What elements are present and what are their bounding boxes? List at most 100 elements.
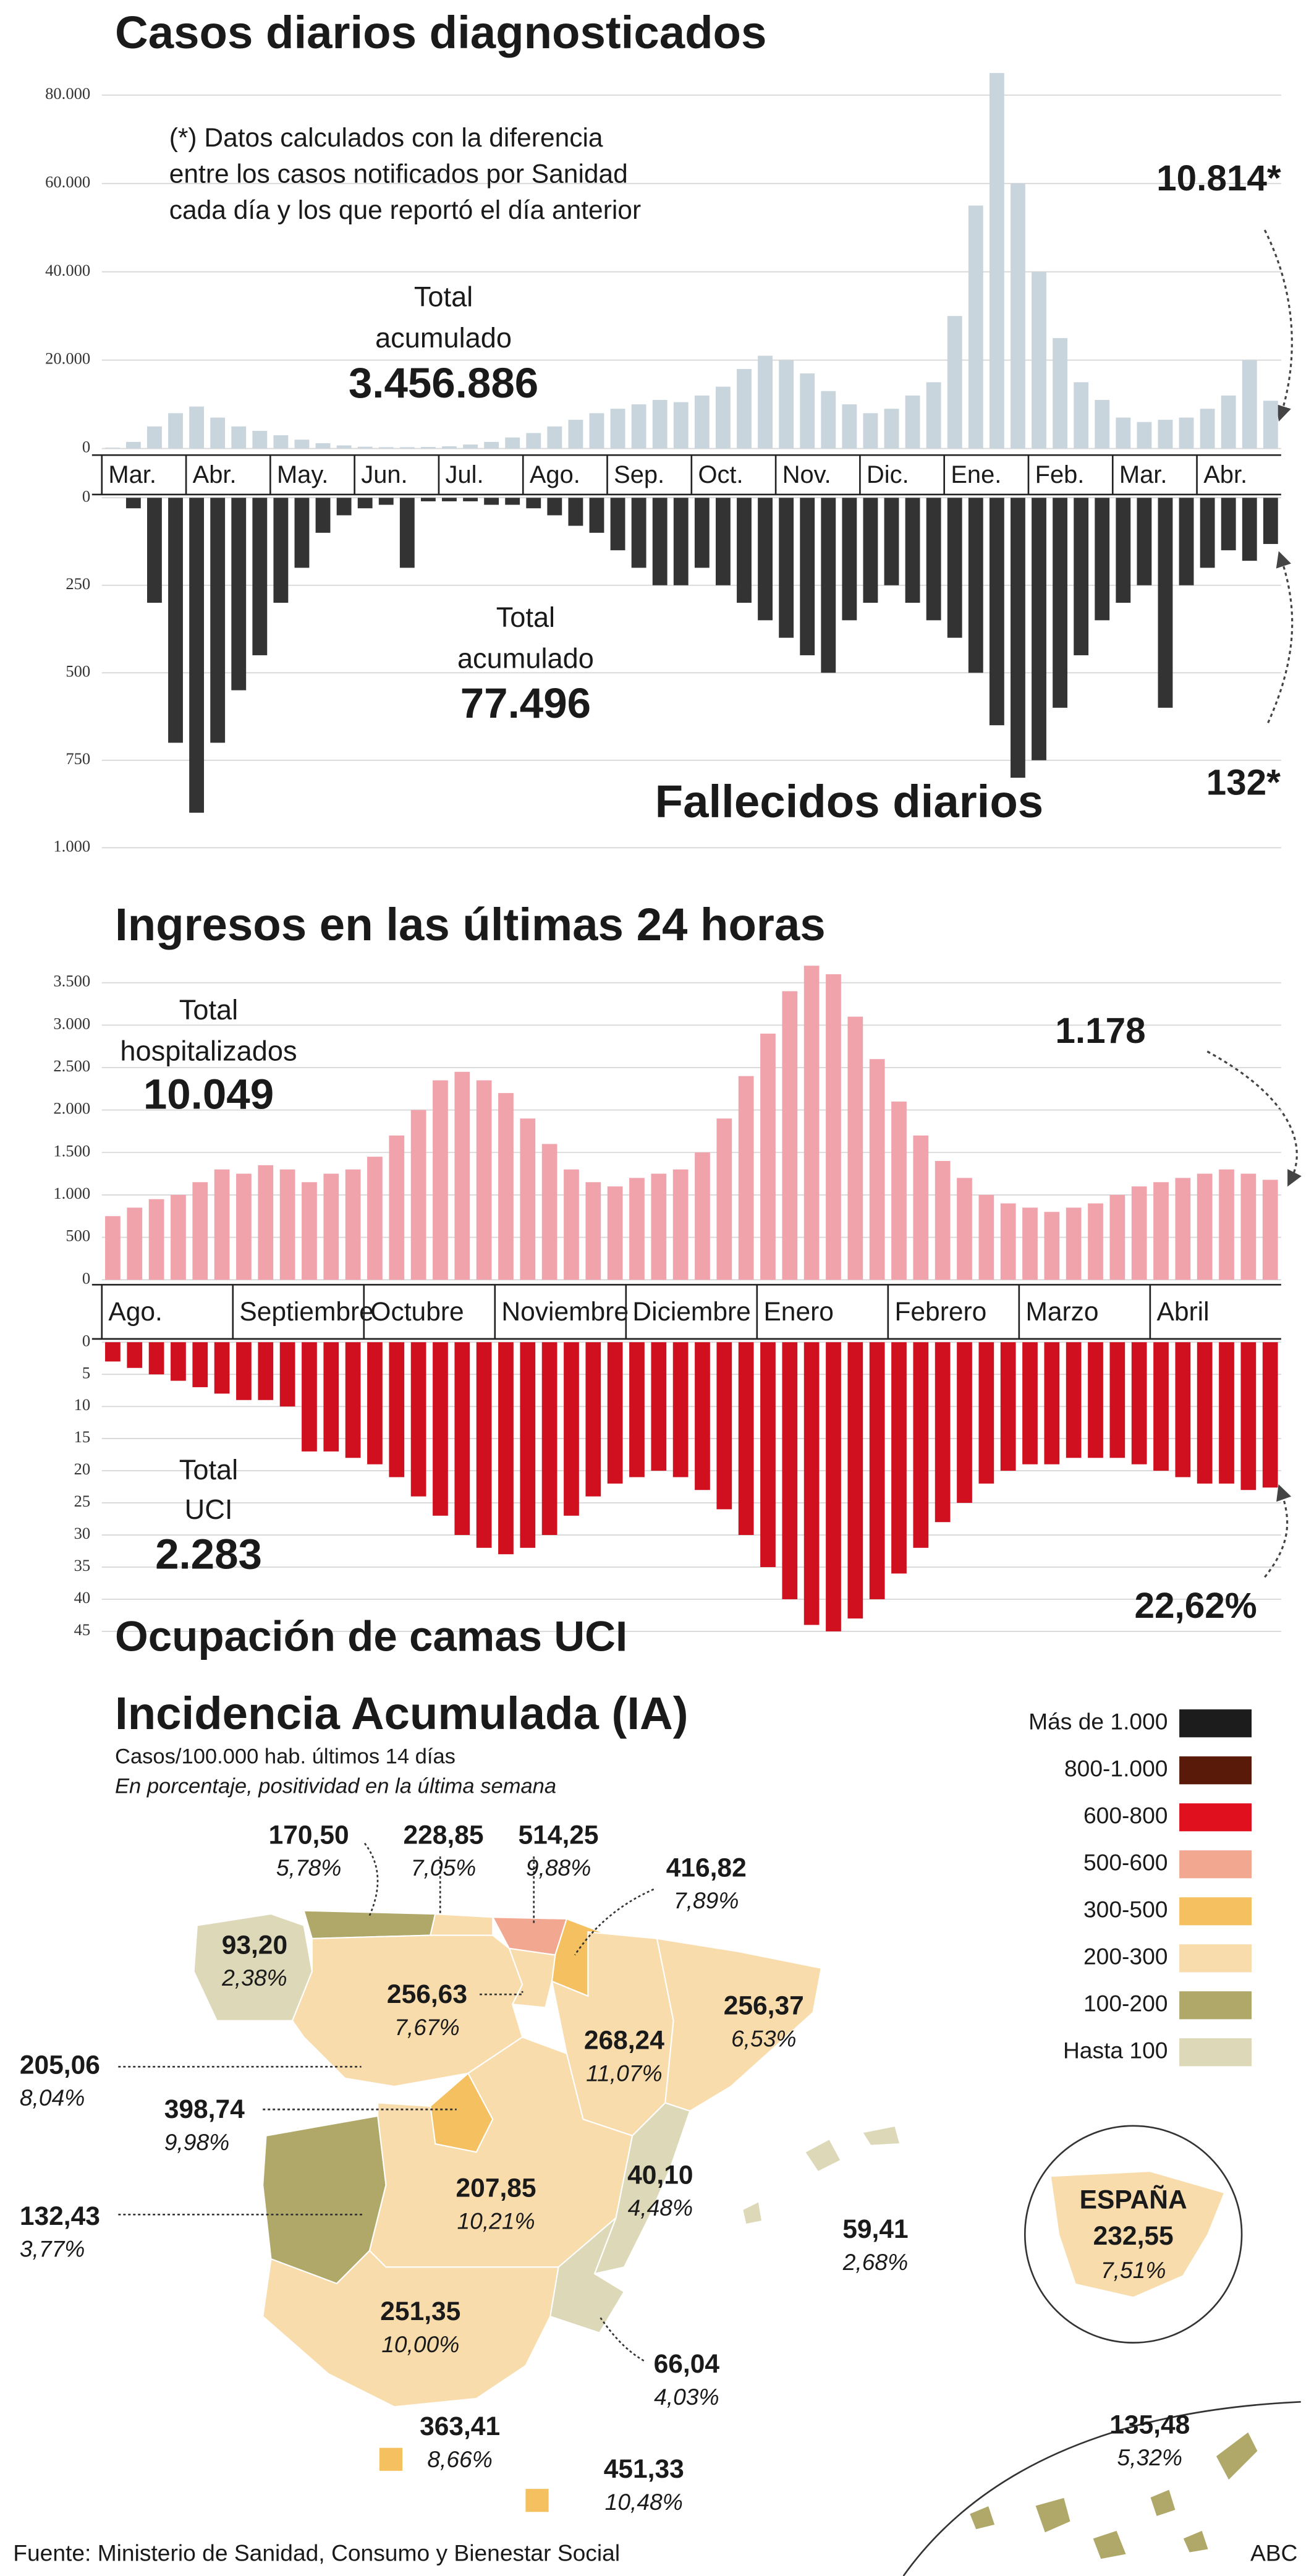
x-tick-label: Sep. <box>614 461 664 488</box>
region-positivity: 7,67% <box>394 2014 459 2040</box>
bar <box>1109 1194 1125 1280</box>
y-tick-label: 30 <box>74 1524 91 1542</box>
region <box>1091 2529 1128 2561</box>
bar <box>905 498 920 603</box>
annotation: acumulado <box>457 642 594 674</box>
bar <box>463 444 478 449</box>
bar <box>869 1059 885 1280</box>
bar <box>505 437 520 449</box>
region-value: 132,43 <box>20 2202 100 2231</box>
bar <box>957 1178 972 1280</box>
chart-title: Casos diarios diagnosticados <box>115 7 766 58</box>
y-tick-label: 1.000 <box>53 1184 90 1202</box>
bar <box>1219 1342 1234 1484</box>
bar <box>926 498 941 621</box>
annotation: Total <box>496 601 555 633</box>
bar <box>568 420 583 449</box>
region-positivity: 2,38% <box>221 1965 287 1991</box>
bar <box>564 1342 579 1516</box>
map-note: En porcentaje, positividad en la última … <box>115 1775 556 1798</box>
region <box>262 2250 559 2408</box>
bar <box>520 1342 536 1548</box>
bar <box>345 1342 361 1458</box>
chart-title: Ocupación de camas UCI <box>115 1612 627 1660</box>
annotation: UCI <box>185 1494 233 1525</box>
bar <box>147 498 162 603</box>
bar <box>672 1342 689 1477</box>
x-tick-label: Noviembre <box>501 1298 629 1327</box>
region-value: 93,20 <box>222 1931 287 1960</box>
bar <box>694 498 710 568</box>
region-value: 170,50 <box>269 1821 349 1850</box>
region <box>1033 2496 1072 2535</box>
region <box>368 2036 634 2268</box>
annotation: 22,62% <box>1135 1586 1257 1626</box>
annotation: 2.283 <box>155 1530 262 1578</box>
region-positivity: 8,66% <box>427 2446 492 2472</box>
x-tick-label: Febrero <box>894 1298 986 1327</box>
bar <box>978 1342 994 1484</box>
leader-line <box>598 2316 645 2361</box>
x-tick-label: Abr. <box>1203 461 1247 488</box>
brand: ABC <box>1250 2540 1297 2565</box>
bar <box>1116 417 1131 449</box>
bar <box>1095 399 1110 449</box>
bar <box>779 498 794 638</box>
bar <box>1095 498 1110 621</box>
annotation: 132* <box>1206 763 1281 803</box>
legend-label: Más de 1.000 <box>1028 1709 1168 1735</box>
y-tick-label: 10 <box>74 1395 91 1414</box>
bar <box>1221 395 1236 449</box>
bar <box>258 1342 274 1400</box>
y-tick-label: 20.000 <box>45 349 90 368</box>
bar <box>279 1169 295 1280</box>
bar <box>905 395 920 449</box>
bar <box>1240 1173 1257 1280</box>
bar <box>498 1342 514 1555</box>
bar <box>498 1093 514 1280</box>
region-value: 228,85 <box>404 1821 484 1850</box>
bar <box>738 1342 754 1536</box>
bar <box>476 1080 492 1280</box>
chart-title: Fallecidos diarios <box>655 776 1044 827</box>
bar <box>891 1342 907 1574</box>
region-value: 66,04 <box>654 2350 720 2379</box>
bar <box>1011 498 1025 778</box>
bar <box>1088 1203 1103 1280</box>
bar <box>652 399 668 449</box>
bar <box>357 446 373 449</box>
bar <box>1032 498 1046 760</box>
region-positivity: 10,00% <box>381 2331 459 2357</box>
legend-label: 500-600 <box>1083 1850 1168 1876</box>
bar <box>399 447 415 449</box>
bar <box>737 368 752 449</box>
bar <box>520 1118 536 1280</box>
y-tick-label: 1.000 <box>53 836 90 855</box>
bar <box>821 391 836 449</box>
region-positivity: 7,89% <box>674 1887 739 1913</box>
x-tick-label: Dic. <box>867 461 909 488</box>
bar <box>541 1342 557 1536</box>
bar <box>716 1342 732 1510</box>
bar <box>585 1342 601 1497</box>
region-positivity: 8,04% <box>20 2085 85 2111</box>
legend-label: 300-500 <box>1083 1897 1168 1923</box>
y-tick-label: 0 <box>82 1269 90 1287</box>
x-tick-label: Oct. <box>698 461 743 488</box>
bar <box>442 446 457 449</box>
bar <box>1175 1178 1191 1280</box>
bar <box>800 373 815 449</box>
bar <box>420 498 436 501</box>
leader-line <box>363 1842 379 1916</box>
bar <box>1137 498 1152 585</box>
region <box>1214 2430 1259 2482</box>
charts: 0 20.000 40.000 60.000 80.000 Mar. Abr. May. Jun… <box>45 7 1281 1660</box>
bar <box>294 440 310 449</box>
bar <box>273 435 289 449</box>
bar <box>947 498 962 638</box>
x-tick-label: Feb. <box>1035 461 1085 488</box>
bar <box>476 1342 492 1548</box>
y-tick-label: 25 <box>74 1492 91 1510</box>
region-value: 514,25 <box>519 1821 599 1850</box>
